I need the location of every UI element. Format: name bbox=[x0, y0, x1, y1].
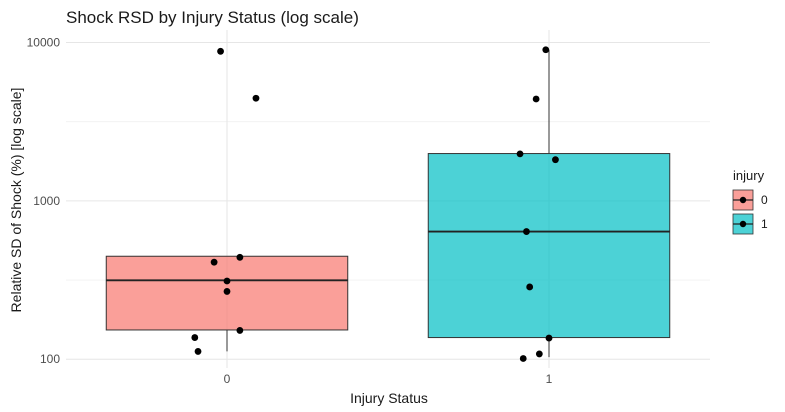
points-layer bbox=[191, 46, 559, 362]
legend: injury 0 1 bbox=[732, 168, 768, 235]
data-point bbox=[519, 355, 527, 362]
x-tick-label: 1 bbox=[546, 372, 553, 386]
chart-title: Shock RSD by Injury Status (log scale) bbox=[66, 8, 359, 27]
data-point bbox=[191, 334, 199, 341]
y-tick-label: 1000 bbox=[33, 194, 60, 208]
box-0 bbox=[105, 255, 349, 352]
legend-key-point bbox=[739, 196, 747, 204]
box-1 bbox=[427, 49, 671, 358]
data-point bbox=[223, 277, 231, 285]
data-point bbox=[552, 156, 559, 164]
y-tick-label: 100 bbox=[40, 352, 60, 366]
data-point bbox=[236, 327, 244, 334]
legend-label: 1 bbox=[761, 217, 768, 231]
box-rect bbox=[427, 153, 671, 339]
data-point bbox=[252, 94, 260, 102]
data-point bbox=[523, 228, 530, 235]
data-point bbox=[532, 95, 540, 103]
boxes-layer bbox=[105, 49, 671, 358]
data-point bbox=[194, 348, 202, 355]
data-point bbox=[535, 350, 543, 358]
legend-item-1: 1 bbox=[732, 213, 768, 235]
data-point bbox=[223, 288, 231, 295]
data-point bbox=[545, 334, 553, 342]
data-point bbox=[542, 46, 550, 54]
x-axis-title: Injury Status bbox=[350, 390, 428, 406]
x-tick-label: 0 bbox=[224, 372, 231, 386]
legend-title: injury bbox=[733, 168, 765, 183]
y-axis-title: Relative SD of Shock (%) [log scale] bbox=[8, 88, 24, 313]
data-point bbox=[516, 150, 524, 158]
data-point bbox=[236, 253, 244, 261]
data-point bbox=[526, 283, 534, 291]
y-tick-label: 10000 bbox=[27, 36, 61, 50]
data-point bbox=[210, 258, 218, 266]
legend-key-point bbox=[739, 220, 747, 228]
data-point bbox=[217, 47, 224, 55]
legend-label: 0 bbox=[761, 193, 768, 207]
legend-item-0: 0 bbox=[732, 189, 768, 211]
y-axis-ticks: 100 1000 10000 bbox=[27, 36, 61, 367]
